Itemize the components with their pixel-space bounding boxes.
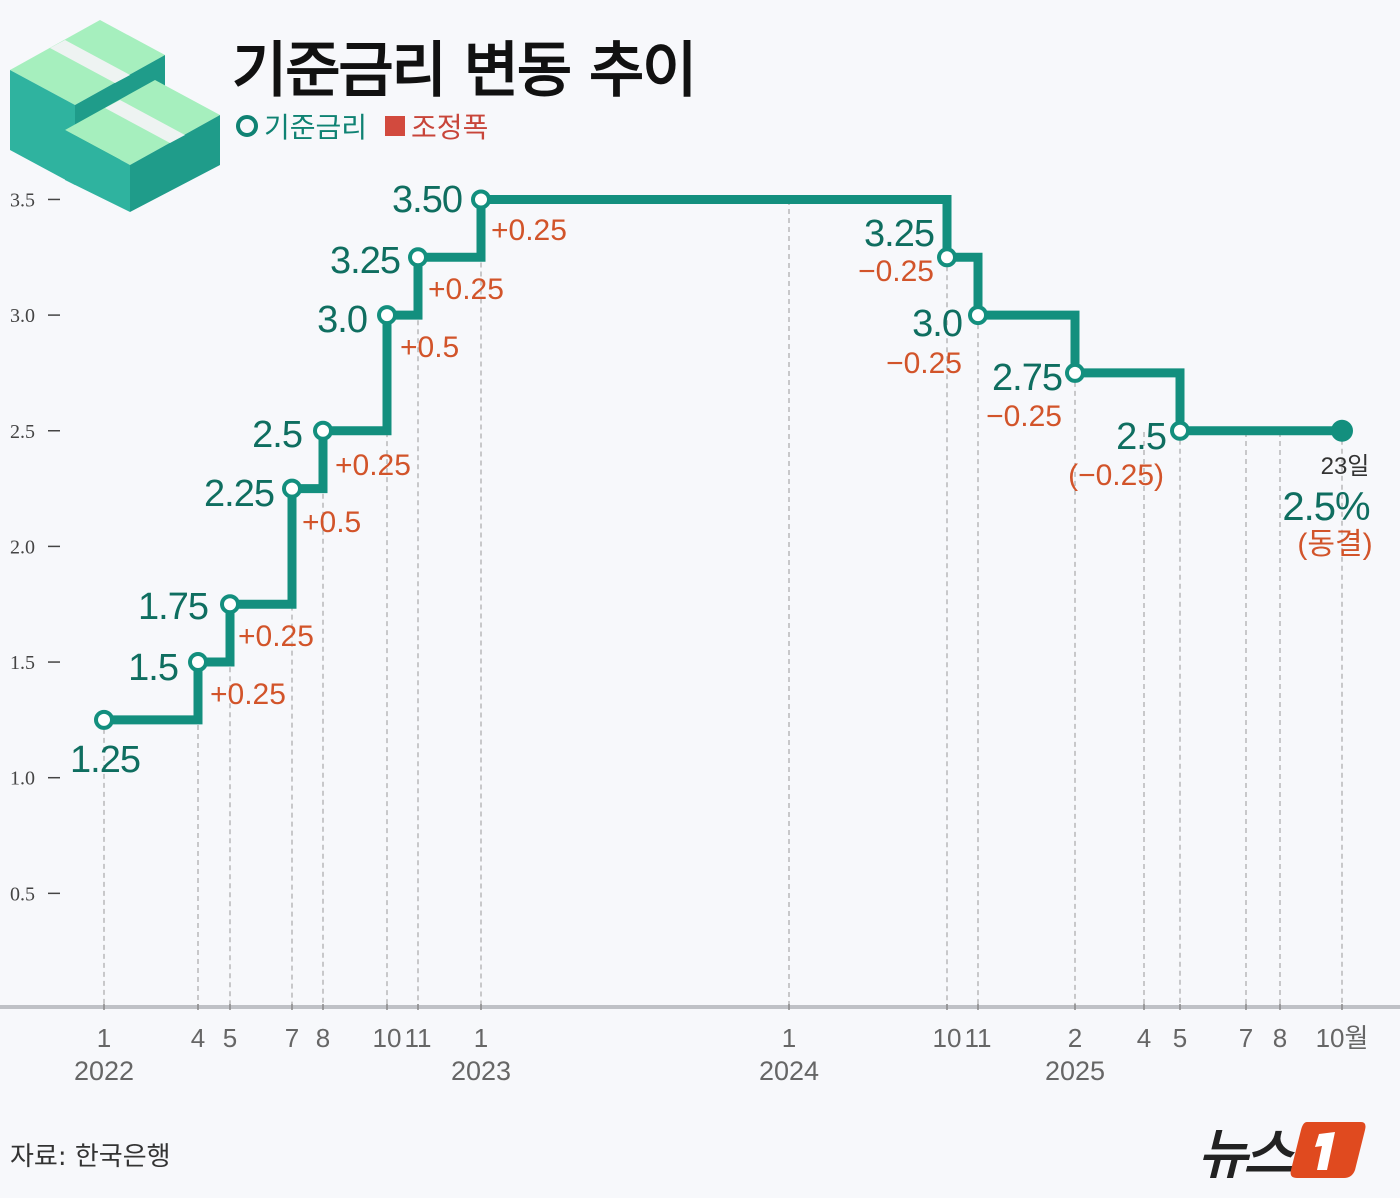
change-label: (동결) [1297, 528, 1372, 561]
x-tick-month: 5 [223, 1023, 237, 1053]
x-tick-year: 2024 [759, 1056, 819, 1086]
x-tick-year: 2023 [451, 1056, 511, 1086]
legend-square-icon [385, 116, 406, 136]
x-tick-month: 7 [1239, 1023, 1253, 1053]
rate-value-label: 2.5% [1282, 485, 1370, 529]
money-stack-front [65, 80, 220, 212]
rate-value-label: 2.5 [1116, 416, 1166, 458]
logo-mark-icon [1290, 1121, 1366, 1178]
latest-rate-dot [1331, 419, 1353, 442]
rate-marker [188, 652, 208, 673]
logo-text: 뉴스 [1198, 1123, 1293, 1186]
change-label: +0.25 [238, 620, 314, 653]
rate-marker [408, 247, 428, 268]
change-label: +0.5 [400, 331, 459, 364]
rate-marker [1170, 420, 1190, 441]
news1-logo: 뉴스 [1198, 1110, 1367, 1189]
rate-marker [94, 709, 114, 730]
rate-marker [220, 594, 240, 615]
x-tick-month: 1 [97, 1023, 111, 1053]
change-label: +0.5 [302, 506, 361, 539]
legend-circle-icon [236, 115, 258, 137]
x-tick-month: 5 [1173, 1023, 1187, 1053]
source-note: 자료: 한국은행 [10, 1142, 171, 1172]
x-tick-month: 11 [405, 1023, 432, 1053]
rate-marker [313, 420, 333, 441]
y-tick-label: 2.0 [10, 536, 35, 558]
rate-value-label: 3.50 [392, 179, 462, 221]
x-tick-month: 11 [965, 1023, 992, 1053]
chart-title: 기준금리 변동 추이 [232, 36, 697, 106]
legend: 기준금리 조정폭 [236, 106, 488, 146]
x-tick-year: 2025 [1045, 1056, 1105, 1086]
x-tick-month: 8 [1273, 1023, 1287, 1053]
x-tick-month: 4 [191, 1023, 205, 1053]
rate-value-label: 2.25 [204, 473, 274, 515]
x-tick-month: 1 [782, 1023, 796, 1053]
rate-value-label: 1.75 [138, 586, 208, 628]
x-tick-month: 4 [1137, 1023, 1151, 1053]
x-tick-month: 8 [316, 1023, 330, 1053]
rate-value-label: 2.5 [252, 414, 302, 456]
x-tick-year: 2022 [74, 1056, 134, 1086]
change-label: −0.25 [886, 347, 962, 380]
change-label: −0.25 [986, 400, 1062, 433]
rate-marker [282, 478, 302, 499]
x-tick-month: 10 [373, 1023, 402, 1053]
legend-change: 조정폭 [411, 111, 489, 144]
y-tick-label: 3.0 [10, 305, 35, 327]
change-label: +0.25 [210, 678, 286, 711]
change-label: +0.25 [428, 273, 504, 306]
rate-marker [471, 189, 491, 210]
money-stack-icon [10, 20, 220, 212]
x-tick-month: 1 [474, 1023, 488, 1053]
change-label: −0.25 [858, 255, 934, 288]
x-tick-month: 10월 [1316, 1023, 1369, 1053]
rate-value-label: 2.75 [992, 357, 1062, 399]
y-tick-label: 3.5 [10, 189, 35, 211]
rate-value-label: 3.0 [317, 299, 367, 341]
latest-date-label: 23일 [1321, 453, 1370, 480]
change-label: +0.25 [335, 449, 411, 482]
change-label: +0.25 [491, 214, 567, 247]
rate-marker [968, 305, 988, 326]
x-tick-month: 10 [933, 1023, 962, 1053]
y-tick-label: 2.5 [10, 421, 35, 443]
x-tick-month: 2 [1068, 1023, 1082, 1053]
rate-marker [937, 247, 957, 268]
rate-value-label: 3.25 [864, 213, 934, 255]
rate-marker [377, 305, 397, 326]
rate-value-label: 1.25 [70, 739, 140, 781]
y-tick-label: 1.5 [10, 652, 35, 674]
rate-value-label: 1.5 [128, 647, 178, 689]
rate-value-label: 3.25 [330, 240, 400, 282]
rate-marker [1065, 362, 1085, 383]
rate-value-label: 3.0 [912, 303, 962, 345]
y-tick-label: 1.0 [10, 768, 35, 790]
legend-rate: 기준금리 [264, 111, 368, 144]
x-tick-month: 7 [285, 1023, 299, 1053]
y-tick-label: 0.5 [10, 883, 35, 905]
change-label: (−0.25) [1068, 459, 1164, 492]
